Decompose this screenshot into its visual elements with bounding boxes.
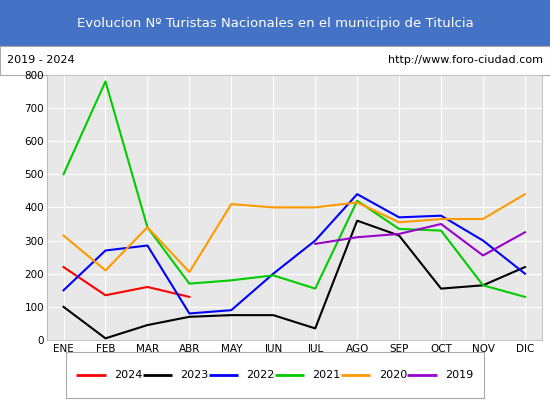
Text: 2020: 2020 xyxy=(379,370,407,380)
Text: 2021: 2021 xyxy=(312,370,341,380)
Text: 2019: 2019 xyxy=(445,370,473,380)
Text: 2019 - 2024: 2019 - 2024 xyxy=(7,55,74,65)
Text: Evolucion Nº Turistas Nacionales en el municipio de Titulcia: Evolucion Nº Turistas Nacionales en el m… xyxy=(76,16,474,30)
Text: 2022: 2022 xyxy=(246,370,275,380)
Text: 2024: 2024 xyxy=(114,370,142,380)
Text: 2023: 2023 xyxy=(180,370,208,380)
Text: http://www.foro-ciudad.com: http://www.foro-ciudad.com xyxy=(388,55,543,65)
